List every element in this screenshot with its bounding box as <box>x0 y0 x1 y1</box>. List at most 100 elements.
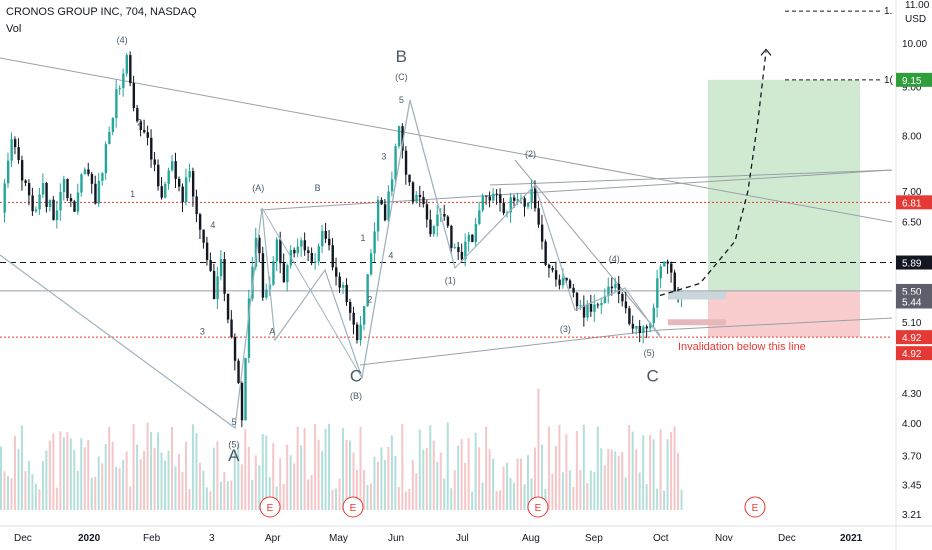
candle-body <box>481 195 485 211</box>
volume-bar <box>366 484 369 510</box>
candle-body <box>111 118 115 132</box>
candle-body <box>181 186 184 203</box>
candle-body <box>516 199 519 201</box>
wave-label: 4 <box>388 250 393 260</box>
volume-bar <box>167 450 170 510</box>
wave-label: 4 <box>210 220 215 230</box>
volume-bar <box>10 478 13 510</box>
wave-label: 2 <box>367 294 372 304</box>
candle-body <box>62 179 66 192</box>
volume-bar <box>586 482 589 510</box>
candle-body <box>258 237 261 254</box>
x-tick-label: Nov <box>715 533 733 544</box>
price-tag-label: 5.44 <box>902 297 922 308</box>
volume-bar <box>160 452 163 510</box>
price-tag-label: 4.92 <box>902 349 922 360</box>
volume-bar <box>659 429 662 510</box>
candle-body <box>366 274 369 307</box>
volume-bar <box>111 441 114 510</box>
volume-bar <box>404 491 407 510</box>
volume-bar <box>331 489 334 510</box>
volume-bar <box>380 447 383 510</box>
candle-body <box>464 241 467 260</box>
volume-bar <box>76 470 79 510</box>
volume-bar <box>457 445 460 510</box>
volume-bar <box>603 465 606 510</box>
candle-body <box>429 219 432 235</box>
candle-body <box>467 234 471 242</box>
candle-body <box>359 324 362 341</box>
volume-bar <box>24 471 27 510</box>
candle-body <box>136 108 139 122</box>
candle-body <box>652 307 656 323</box>
volume-bar <box>125 451 128 510</box>
volume-bar <box>244 429 247 510</box>
candle-body <box>425 204 429 220</box>
candle-body <box>617 283 621 294</box>
volume-bar <box>443 478 446 510</box>
candle-body <box>240 383 244 421</box>
volume-bar <box>575 431 578 510</box>
candle-body <box>369 253 373 275</box>
trend-line <box>659 317 893 331</box>
x-tick-label: Dec <box>14 533 32 544</box>
volume-bar <box>342 428 345 510</box>
order-box <box>668 291 726 300</box>
earnings-marker <box>744 496 766 518</box>
candle-body <box>373 231 376 254</box>
volume-bar <box>20 425 23 510</box>
trend-line <box>259 169 893 211</box>
candle-body <box>656 278 659 308</box>
x-tick-label: Sep <box>585 533 603 544</box>
candle-body <box>397 126 401 147</box>
volume-bar <box>101 463 104 510</box>
candle-body <box>184 177 188 203</box>
x-tick-label: Jun <box>388 533 404 544</box>
volume-bar <box>474 432 477 510</box>
volume-bar <box>34 483 37 510</box>
volume-bar <box>383 460 386 510</box>
candle-body <box>212 270 216 300</box>
candle-body <box>164 183 167 198</box>
volume-bar <box>307 479 310 510</box>
candle-body <box>69 198 73 202</box>
target-zone <box>708 79 860 291</box>
candle-body <box>265 289 268 298</box>
volume-bar <box>624 477 627 510</box>
volume-bar <box>390 435 393 510</box>
volume-bar <box>436 462 439 510</box>
candle-body <box>331 245 334 268</box>
y-tick-label: 3.21 <box>902 510 922 521</box>
volume-bar <box>219 481 222 510</box>
candle-body <box>380 199 383 205</box>
x-tick-label: Jul <box>456 533 469 544</box>
candle-body <box>293 249 296 254</box>
candle-body <box>226 293 230 320</box>
candle-body <box>219 259 223 277</box>
volume-bar <box>132 424 135 510</box>
price-tag <box>896 255 932 270</box>
volume-bar <box>544 489 547 510</box>
candle-body <box>561 277 565 286</box>
candle-body <box>411 182 415 202</box>
volume-bar <box>48 440 51 510</box>
candle-body <box>90 174 94 184</box>
wave-label: 3 <box>200 327 205 337</box>
earnings-marker-label: E <box>350 503 357 514</box>
volume-bar <box>408 489 411 510</box>
candle-body <box>404 150 408 175</box>
candle-body <box>642 326 645 333</box>
volume-bar <box>55 487 58 510</box>
volume-bar <box>317 439 320 510</box>
volume-bar <box>450 488 453 510</box>
candle-body <box>157 164 160 187</box>
candle-body <box>586 303 589 318</box>
candle-body <box>537 208 540 225</box>
volume-bar <box>635 449 638 510</box>
volume-bar <box>460 439 463 510</box>
volume-bar <box>237 444 240 510</box>
candle-body <box>355 324 359 341</box>
x-tick-label: 2020 <box>78 533 101 544</box>
volume-bar <box>478 447 481 510</box>
